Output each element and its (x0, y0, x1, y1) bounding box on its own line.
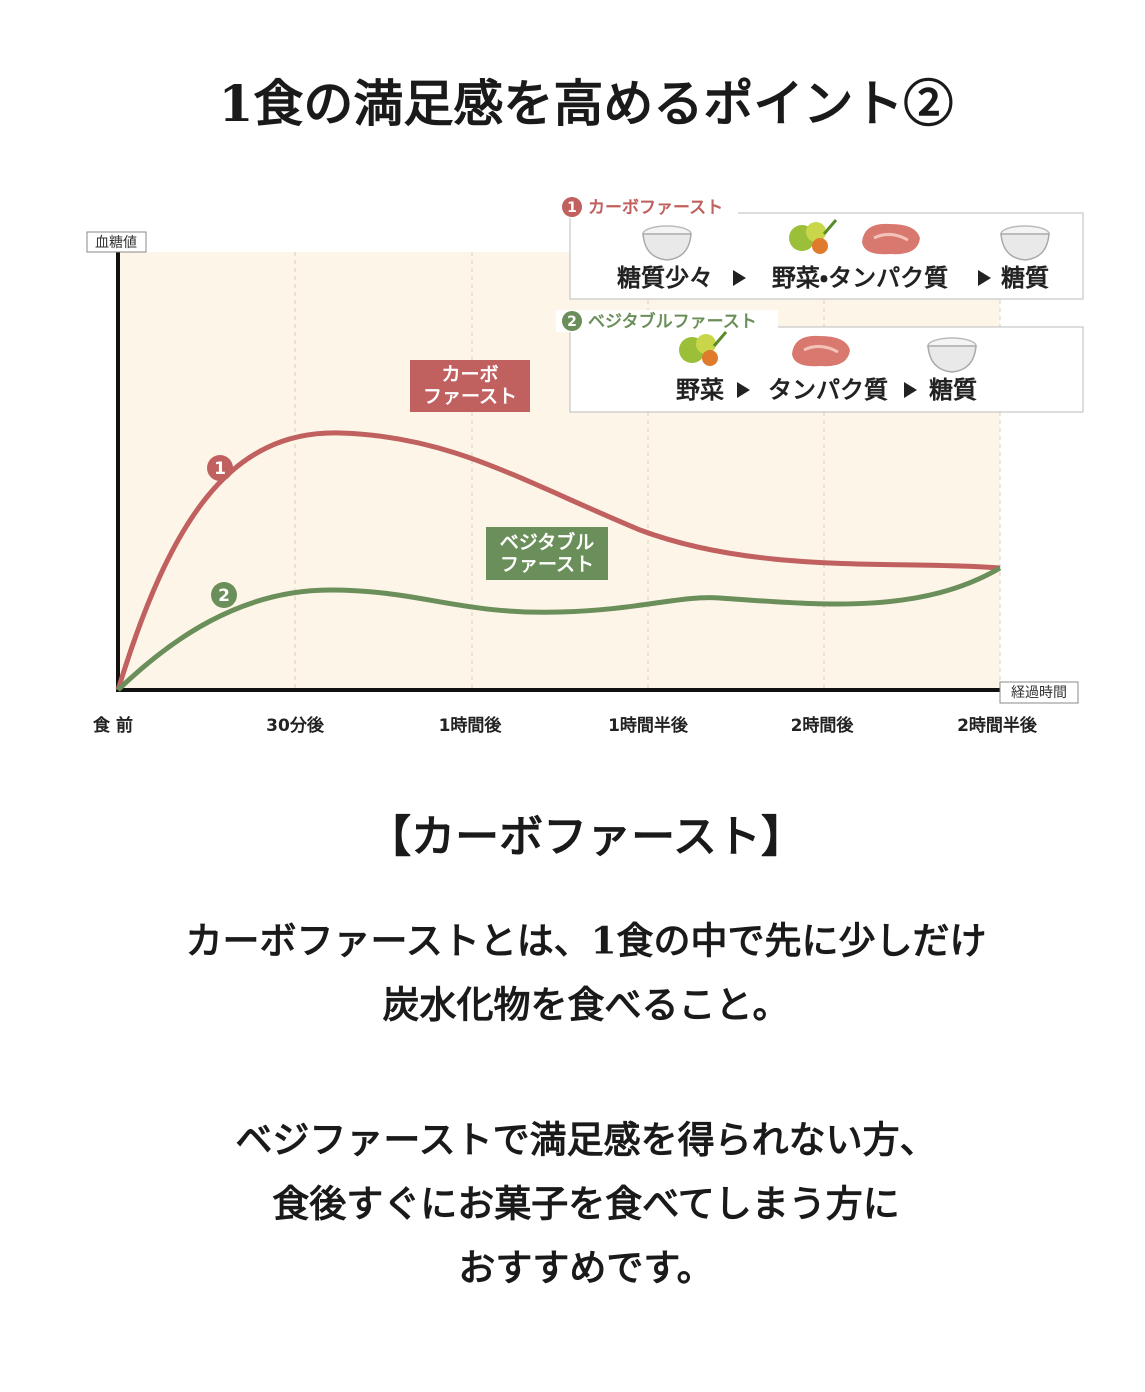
x-label: 1時間半後 (608, 715, 689, 736)
legend-title: カーボファースト (588, 198, 723, 218)
body-line: ベジファーストで満足感を得られない方、 (235, 1118, 936, 1162)
x-axis-label-box (999, 681, 1079, 704)
legend-number-badge (562, 311, 582, 331)
curve-label: カーボ (441, 364, 498, 386)
legend-step: タンパク質 (768, 376, 888, 404)
carb-first-curve (115, 430, 1001, 691)
legend-header-bg (556, 310, 778, 332)
curve-label-box (410, 360, 530, 412)
x-label: 食 前 (93, 715, 133, 736)
x-axis-label: 経過時間 (1011, 685, 1067, 701)
y-axis-label-box (86, 231, 147, 253)
curve-number-badge (207, 455, 233, 481)
curve-number: 1 (214, 459, 226, 479)
x-label: 2時間後 (791, 715, 855, 736)
body-heading: 【カーボファースト】 (367, 812, 805, 863)
body-line: カーボファーストとは、1食の中で先に少しだけ (186, 919, 987, 963)
legend-step: 糖質 (1001, 264, 1049, 292)
y-axis-label: 血糖値 (95, 235, 137, 251)
legend-step: 野菜 (676, 376, 724, 404)
legend-step: 糖質 (929, 376, 977, 404)
body-line: 炭水化物を食べること。 (383, 983, 790, 1027)
legend-step: 糖質少々 (617, 264, 713, 292)
legend-title: ベジタブルファースト (588, 311, 757, 332)
curve-label: ベジタブル (500, 531, 595, 554)
curve-number-badge (211, 582, 237, 608)
body-line: 食後すぐにお菓子を食べてしまう方に (272, 1182, 900, 1226)
curve-label-box (486, 527, 608, 580)
x-label: 1時間後 (439, 715, 503, 736)
veg-first-curve (116, 565, 1002, 692)
x-label: 2時間半後 (957, 715, 1038, 736)
legend-number: 2 (567, 314, 577, 330)
title: 1食の満足感を高めるポイント② (219, 74, 954, 133)
legend-step: 野菜・タンパク質 (772, 264, 948, 292)
legend-number: 1 (567, 200, 577, 216)
x-label: 30分後 (266, 715, 325, 736)
icon-meat (860, 222, 922, 256)
curve-number: 2 (218, 586, 230, 606)
curve-label: ファースト (423, 386, 517, 408)
legend-header-bg (556, 196, 738, 218)
curve-label: ファースト (500, 554, 594, 576)
icon-meat (790, 334, 852, 368)
legend-number-badge (562, 197, 582, 217)
body-line: おすすめです。 (458, 1246, 713, 1290)
